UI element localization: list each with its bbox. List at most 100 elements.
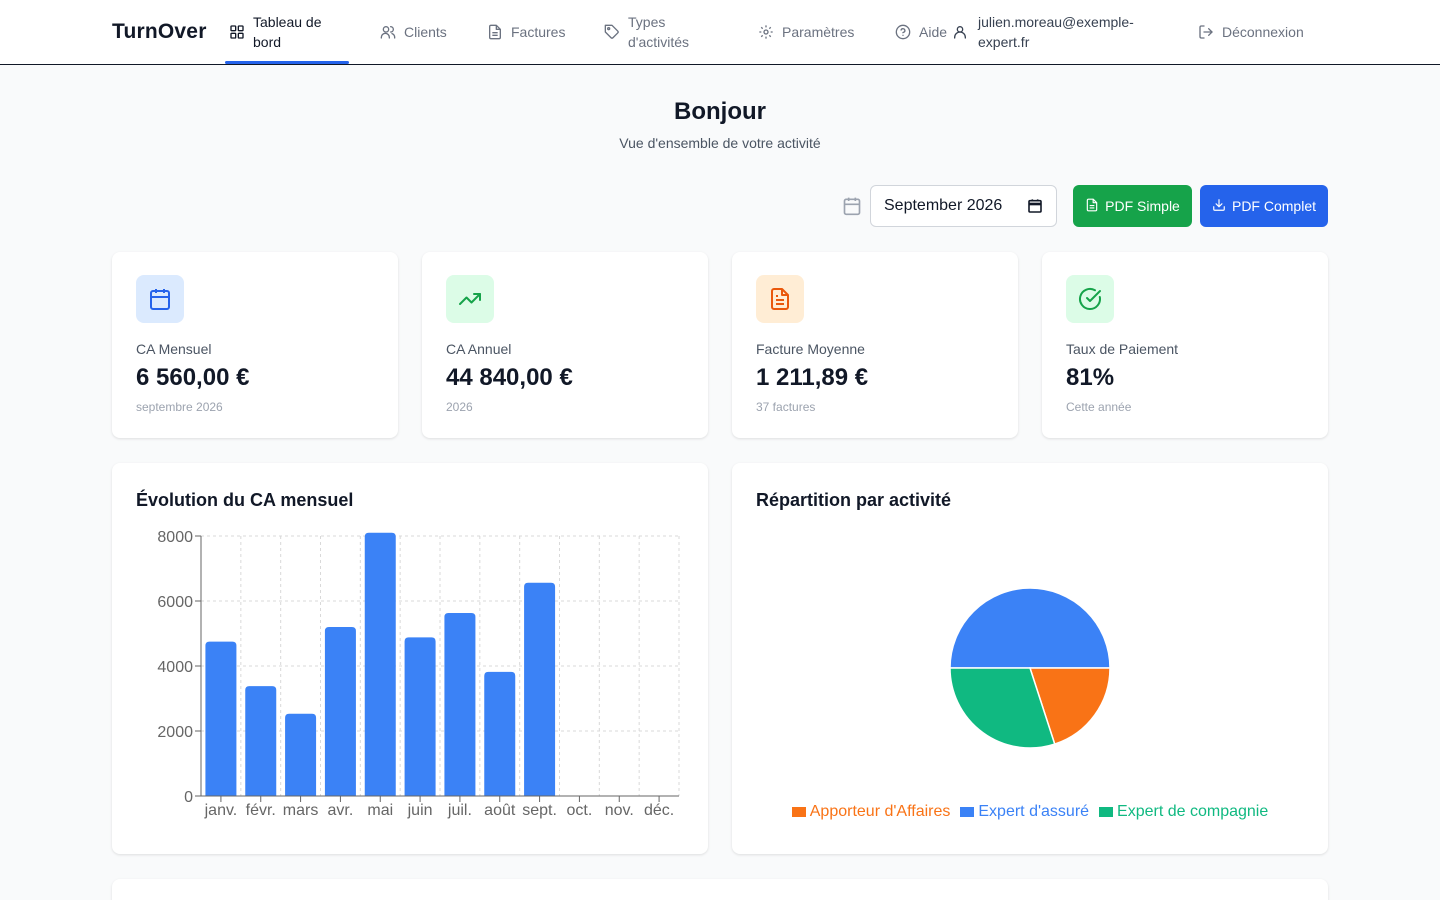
legend-item[interactable]: Apporteur d'Affaires [791, 803, 950, 821]
stat-label: CA Annuel [446, 341, 512, 357]
stat-subtext: 37 factures [756, 400, 816, 414]
file-text-icon [756, 275, 804, 323]
nav-item-label: Aide [919, 24, 948, 40]
help-icon [895, 24, 911, 40]
top-navbar: TurnOver Tableau de bord Clients Facture… [0, 0, 1440, 65]
nav-item-settings[interactable]: Paramètres [758, 0, 854, 64]
stat-card-annual-revenue: CA Annuel 44 840,00 € 2026 [422, 252, 708, 438]
nav-item-label: Tableau de bord [253, 14, 322, 50]
x-tick-label: juil. [447, 802, 472, 819]
trending-up-icon [446, 275, 494, 323]
legend-swatch [1099, 807, 1114, 817]
x-tick-label: mars [283, 802, 319, 819]
pdf-simple-button[interactable]: PDF Simple [1073, 185, 1192, 227]
logout-icon [1198, 24, 1214, 40]
download-icon [1212, 198, 1226, 215]
nav-item-label: Paramètres [782, 24, 855, 40]
y-tick-label: 6000 [157, 594, 193, 611]
document-icon [487, 24, 503, 40]
tag-icon [604, 24, 620, 40]
bar-juil. [444, 613, 476, 796]
legend-swatch [960, 807, 975, 817]
check-circle-icon [1066, 275, 1114, 323]
y-tick-label: 2000 [157, 724, 193, 741]
y-tick-label: 4000 [157, 659, 193, 676]
bar-mars [285, 713, 317, 796]
x-tick-label: févr. [246, 802, 276, 819]
bottom-card [112, 879, 1328, 900]
calendar-icon [842, 196, 862, 216]
stat-label: CA Mensuel [136, 341, 212, 357]
stat-card-average-invoice: Facture Moyenne 1 211,89 € 37 factures [732, 252, 1018, 438]
stat-value: 1 211,89 € [756, 364, 869, 391]
user-icon [952, 24, 968, 40]
bar-juin [404, 637, 436, 796]
activity-pie-chart [949, 587, 1111, 749]
bar-avr. [324, 627, 356, 796]
x-tick-label: juin [407, 802, 433, 819]
nav-item-help[interactable]: Aide [895, 0, 947, 64]
pdf-complete-button[interactable]: PDF Complet [1200, 185, 1328, 227]
month-picker-input[interactable]: September 2026 [870, 185, 1057, 227]
nav-item-activity-types[interactable]: Types d'activités [604, 0, 704, 64]
y-tick-label: 8000 [157, 529, 193, 546]
page-title: Bonjour [674, 98, 766, 125]
stat-value: 6 560,00 € [136, 364, 250, 391]
users-icon [380, 24, 396, 40]
x-tick-label: janv. [204, 802, 238, 819]
pie-slice-0 [1028, 667, 1111, 746]
page-subtitle: Vue d'ensemble de votre activité [619, 135, 821, 151]
nav-item-clients[interactable]: Clients [380, 0, 447, 64]
app-logo[interactable]: TurnOver [112, 20, 207, 43]
stat-label: Taux de Paiement [1066, 341, 1179, 357]
stat-label: Facture Moyenne [756, 341, 865, 357]
nav-item-dashboard[interactable]: Tableau de bord [225, 0, 349, 64]
nav-item-label: Clients [404, 24, 447, 40]
bar-févr. [245, 686, 277, 796]
legend-item[interactable]: Expert d'assuré [960, 803, 1089, 821]
nav-item-label: Types d'activités [628, 14, 690, 50]
chart-title: Répartition par activité [756, 490, 952, 510]
pie-slice-1 [949, 587, 1111, 669]
x-tick-label: avr. [328, 802, 354, 819]
legend-swatch [791, 807, 806, 817]
user-email: julien.moreau@exemple-expert.fr [978, 14, 1134, 50]
calendar-picker-icon[interactable] [1027, 198, 1043, 214]
logout-label: Déconnexion [1222, 24, 1304, 40]
stat-subtext: Cette année [1066, 400, 1132, 414]
nav-item-invoices[interactable]: Factures [487, 0, 565, 64]
file-icon [1085, 198, 1099, 215]
stat-subtext: septembre 2026 [136, 400, 223, 414]
legend-item[interactable]: Expert de compagnie [1099, 803, 1268, 821]
bar-août [484, 671, 516, 796]
calendar-icon [136, 275, 184, 323]
legend-label: Expert d'assuré [978, 803, 1090, 820]
monthly-revenue-chart-card: Évolution du CA mensuel 0 2000 4000 6000 800… [112, 463, 708, 854]
x-tick-label: sept. [522, 802, 557, 819]
x-tick-label: août [484, 802, 516, 819]
pdf-simple-label: PDF Simple [1105, 198, 1180, 214]
user-menu[interactable]: julien.moreau@exemple-expert.fr [952, 0, 1158, 64]
x-tick-label: oct. [567, 802, 593, 819]
logout-button[interactable]: Déconnexion [1198, 0, 1304, 64]
chart-title: Évolution du CA mensuel [136, 490, 354, 510]
stat-subtext: 2026 [446, 400, 473, 414]
nav-item-label: Factures [511, 24, 566, 40]
stat-value: 44 840,00 € [446, 364, 573, 391]
activity-breakdown-chart-card: Répartition par activité Apporteur d'Aff… [732, 463, 1328, 854]
stat-card-monthly-revenue: CA Mensuel 6 560,00 € septembre 2026 [112, 252, 398, 438]
gear-icon [758, 24, 774, 40]
month-value: September 2026 [884, 197, 1003, 214]
bar-janv. [205, 641, 237, 796]
x-tick-label: nov. [605, 802, 634, 819]
x-tick-label: déc. [644, 802, 674, 819]
bar-mai [364, 532, 396, 796]
bar-sept. [524, 582, 556, 796]
stat-value: 81% [1066, 364, 1115, 391]
y-tick-label: 0 [184, 789, 193, 806]
stat-card-payment-rate: Taux de Paiement 81% Cette année [1042, 252, 1328, 438]
x-tick-label: mai [367, 802, 393, 819]
dashboard-icon [229, 24, 245, 40]
legend-label: Expert de compagnie [1117, 803, 1269, 820]
